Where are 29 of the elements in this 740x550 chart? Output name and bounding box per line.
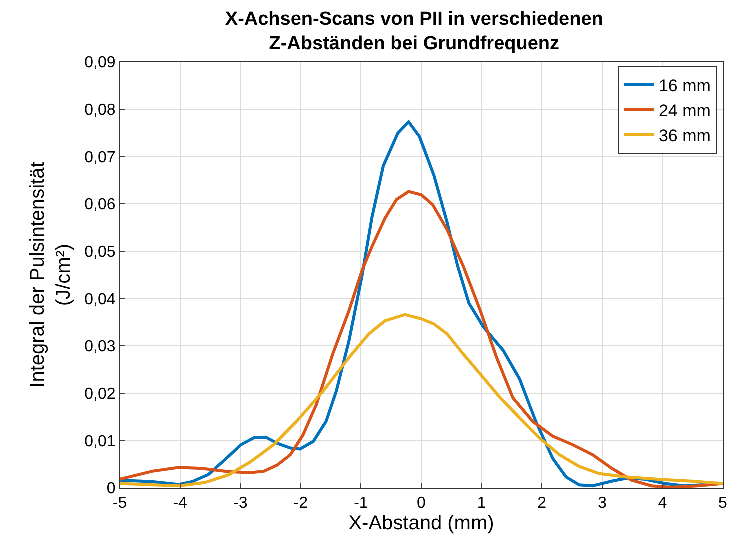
chart-title: X-Achsen-Scans von PII in verschiedenen Z-Abständen bei Grundfrequenz bbox=[225, 8, 604, 54]
x-tick-label: -1 bbox=[354, 495, 368, 512]
y-tick-label: 0 bbox=[106, 480, 116, 498]
x-tick-label: 5 bbox=[718, 495, 728, 512]
x-tick-label: -2 bbox=[294, 495, 308, 512]
y-tick-label: 0,08 bbox=[84, 102, 116, 119]
y-tick-label: 0,03 bbox=[84, 338, 116, 356]
x-tick-label: 4 bbox=[658, 495, 668, 512]
y-tick-label: 0,04 bbox=[84, 291, 116, 308]
y-tick-label: 0,09 bbox=[84, 54, 116, 72]
y-tick-label: 0,02 bbox=[84, 386, 116, 403]
x-tick-label: 3 bbox=[598, 495, 607, 512]
line-series bbox=[120, 313, 723, 488]
y-tick-label: 0,06 bbox=[84, 196, 116, 214]
x-tick-label: -3 bbox=[233, 495, 248, 512]
y-tick-label: 0,07 bbox=[84, 149, 116, 166]
x-axis-title: X-Abstand (mm) bbox=[348, 512, 494, 535]
x-tick-label: 0 bbox=[417, 495, 426, 512]
x-tick-label: -4 bbox=[173, 495, 188, 512]
x-tick-label: 1 bbox=[477, 495, 486, 512]
y-axis-title: Integral der Pulsintensität (J/cm²) bbox=[27, 162, 76, 388]
x-tick-label: -5 bbox=[112, 495, 128, 512]
legend-label: 36 mm bbox=[658, 126, 711, 146]
legend-label: 16 mm bbox=[658, 76, 711, 96]
legend-label: 24 mm bbox=[658, 102, 711, 121]
y-tick-label: 0,01 bbox=[84, 433, 116, 450]
line-series bbox=[120, 190, 723, 488]
x-tick-label: 2 bbox=[538, 495, 547, 512]
y-tick-label: 0,05 bbox=[84, 244, 116, 261]
